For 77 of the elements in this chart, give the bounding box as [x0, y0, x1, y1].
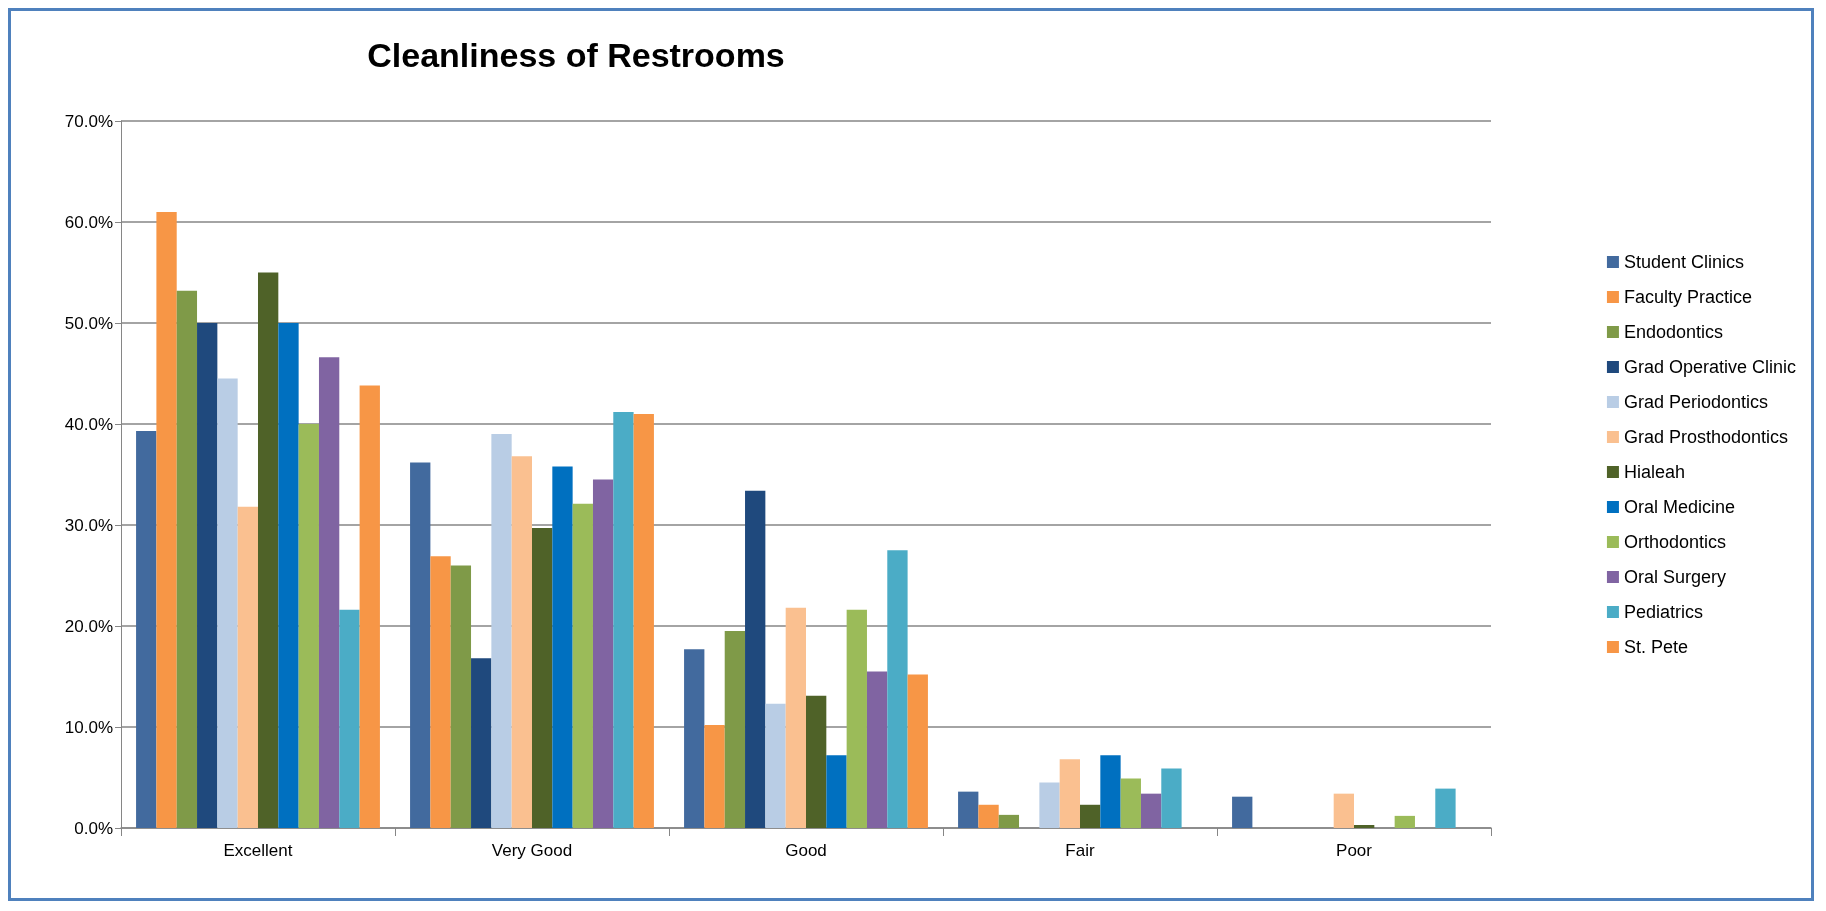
legend-label: Student Clinics	[1623, 252, 1744, 272]
y-tick-label: 30.0%	[64, 515, 113, 535]
bar	[1140, 793, 1162, 828]
y-tick-label: 50.0%	[64, 313, 113, 333]
legend-label: Orthodontics	[1623, 532, 1726, 552]
bar	[765, 703, 786, 828]
bar	[633, 413, 654, 828]
bar	[1059, 759, 1080, 828]
bar	[826, 755, 847, 828]
legend-label: Pediatrics	[1623, 602, 1703, 622]
legend-label: Endodontics	[1623, 322, 1724, 342]
bar	[471, 658, 492, 828]
y-tick-label: 70.0%	[64, 111, 113, 131]
bar	[217, 378, 238, 828]
bar	[887, 550, 908, 828]
bar	[572, 503, 593, 828]
bar	[197, 323, 218, 828]
bar	[745, 490, 766, 828]
bar	[1435, 788, 1456, 828]
legend-label: Grad Prosthodontics	[1623, 427, 1789, 447]
bar	[806, 695, 827, 828]
bar	[410, 462, 431, 828]
bar	[491, 434, 512, 828]
legend-label: Grad Periodontics	[1623, 392, 1769, 412]
x-tick-label: Fair	[1065, 841, 1095, 860]
bar	[339, 609, 360, 828]
bar	[298, 424, 319, 828]
bar	[978, 804, 999, 828]
x-tick-label: Good	[785, 841, 827, 860]
y-tick-label: 20.0%	[64, 616, 113, 636]
bar	[278, 323, 299, 828]
legend-label: Hialeah	[1623, 462, 1685, 482]
bar	[785, 607, 806, 828]
y-tick-label: 10.0%	[64, 717, 113, 737]
bar	[1354, 824, 1375, 828]
bar	[998, 814, 1020, 828]
legend-label: Faculty Practice	[1623, 287, 1752, 307]
legend-label: St. Pete	[1623, 637, 1688, 657]
bar	[430, 556, 451, 828]
legend-label: Oral Medicine	[1623, 497, 1735, 517]
legend-label: Grad Operative Clinic	[1623, 357, 1797, 377]
bar	[359, 385, 380, 828]
bar	[684, 649, 705, 828]
bar	[724, 631, 746, 828]
bar	[258, 272, 279, 828]
bar	[1100, 755, 1121, 828]
bar	[176, 290, 198, 828]
y-tick-label: 0.0%	[74, 818, 113, 838]
bar	[866, 671, 888, 828]
x-tick-label: Excellent	[223, 841, 293, 860]
y-tick-label: 40.0%	[64, 414, 113, 434]
bar	[532, 528, 553, 828]
x-tick-label: Very Good	[491, 841, 573, 860]
bar	[136, 431, 157, 828]
bar	[156, 211, 177, 828]
bar	[613, 411, 634, 828]
legend-label: Oral Surgery	[1623, 567, 1726, 587]
y-tick-label: 60.0%	[64, 212, 113, 232]
x-tick-label: Poor	[1336, 841, 1373, 860]
bar	[1039, 782, 1060, 828]
bar	[552, 466, 573, 828]
bar	[1120, 778, 1141, 828]
bar	[1232, 796, 1253, 828]
bar	[1080, 804, 1101, 828]
bar	[907, 674, 928, 828]
bar	[511, 456, 532, 828]
bar	[1333, 793, 1354, 828]
bar	[450, 565, 472, 828]
bar	[592, 479, 614, 828]
bar	[1161, 768, 1182, 828]
chart-title: Cleanliness of Restrooms	[367, 36, 785, 74]
bar	[958, 791, 979, 828]
bar	[1394, 815, 1415, 828]
bar	[704, 724, 725, 828]
bar	[318, 357, 340, 828]
bar	[846, 609, 867, 828]
bar	[237, 506, 258, 828]
